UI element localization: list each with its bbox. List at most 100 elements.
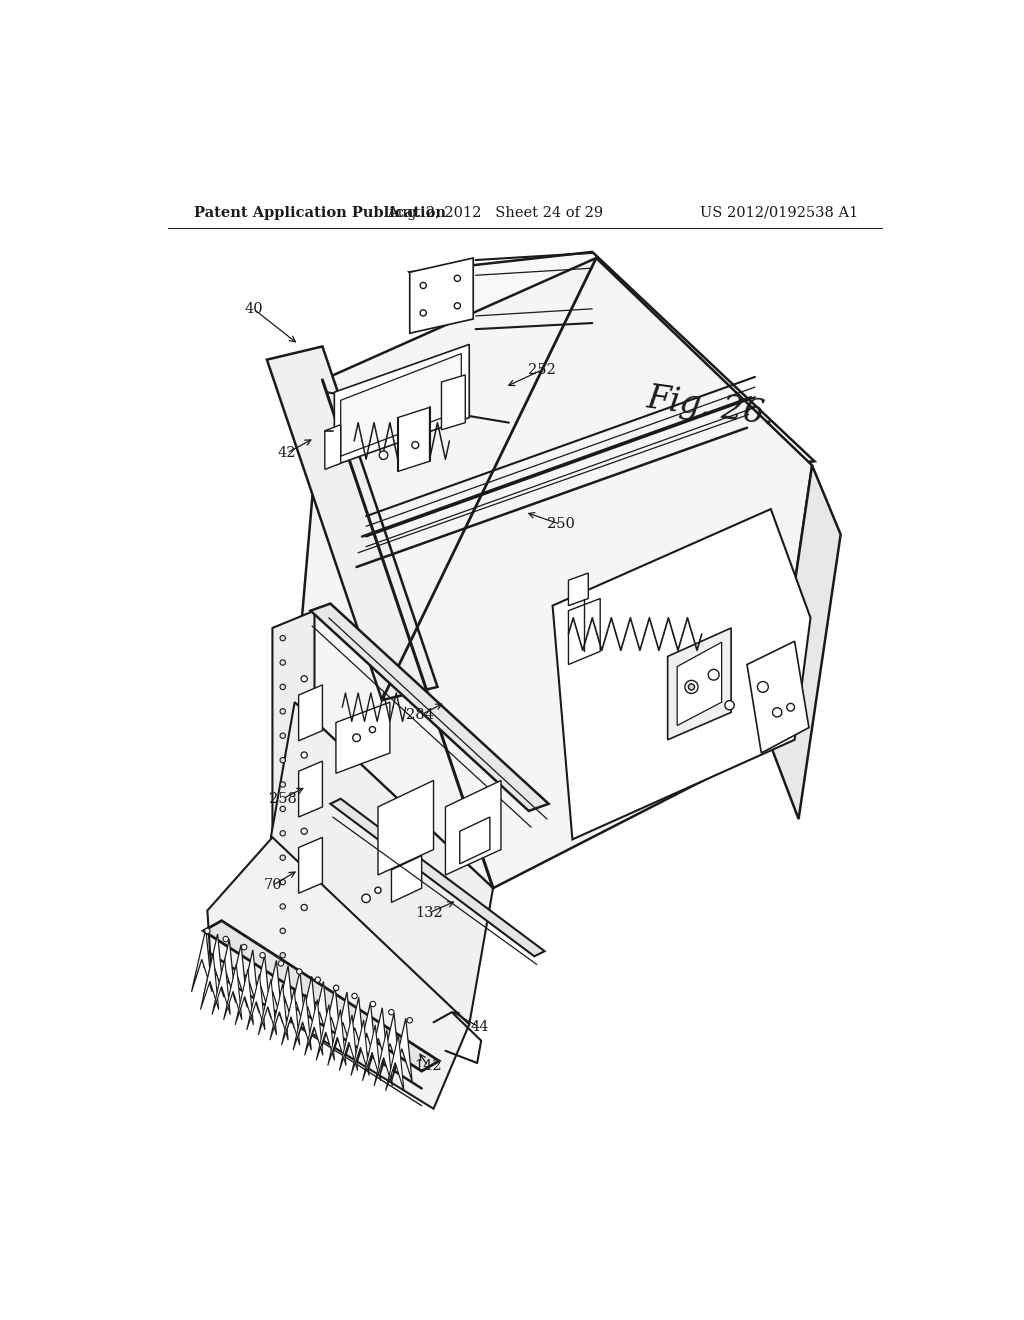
Polygon shape xyxy=(191,929,212,991)
Polygon shape xyxy=(386,1035,403,1090)
Circle shape xyxy=(407,1018,413,1023)
Circle shape xyxy=(280,758,286,763)
Circle shape xyxy=(242,944,247,950)
Text: 40: 40 xyxy=(244,302,263,315)
Circle shape xyxy=(280,830,286,836)
Polygon shape xyxy=(267,346,437,700)
Text: 44: 44 xyxy=(470,1020,488,1035)
Circle shape xyxy=(279,961,284,966)
Circle shape xyxy=(420,310,426,315)
Polygon shape xyxy=(368,1007,388,1071)
Circle shape xyxy=(786,704,795,711)
Circle shape xyxy=(280,660,286,665)
Text: 250: 250 xyxy=(547,517,574,532)
Circle shape xyxy=(420,282,426,289)
Polygon shape xyxy=(677,643,722,726)
Polygon shape xyxy=(321,987,342,1049)
Circle shape xyxy=(280,733,286,738)
Polygon shape xyxy=(310,603,549,810)
Circle shape xyxy=(301,752,307,758)
Polygon shape xyxy=(341,354,461,457)
Circle shape xyxy=(301,828,307,834)
Polygon shape xyxy=(212,958,230,1015)
Polygon shape xyxy=(334,345,469,466)
Polygon shape xyxy=(299,837,323,894)
Text: 284: 284 xyxy=(407,709,434,722)
Circle shape xyxy=(260,953,265,958)
Polygon shape xyxy=(410,252,814,482)
Polygon shape xyxy=(223,964,242,1020)
Circle shape xyxy=(685,680,698,693)
Polygon shape xyxy=(305,999,323,1056)
Polygon shape xyxy=(344,997,365,1060)
Circle shape xyxy=(280,781,286,787)
Polygon shape xyxy=(748,642,809,752)
Polygon shape xyxy=(339,1015,357,1071)
Polygon shape xyxy=(204,921,439,1071)
Polygon shape xyxy=(380,1012,400,1076)
Polygon shape xyxy=(207,837,469,1109)
Circle shape xyxy=(334,985,339,990)
Text: 142: 142 xyxy=(414,1059,441,1073)
Polygon shape xyxy=(299,762,323,817)
Polygon shape xyxy=(568,598,600,664)
Polygon shape xyxy=(309,982,330,1044)
Polygon shape xyxy=(286,972,306,1034)
Polygon shape xyxy=(282,989,300,1045)
Circle shape xyxy=(205,928,210,933)
Text: Patent Application Publication: Patent Application Publication xyxy=(194,206,445,219)
Circle shape xyxy=(361,894,371,903)
Polygon shape xyxy=(391,855,422,903)
Circle shape xyxy=(352,734,360,742)
Text: Fig. 26.: Fig. 26. xyxy=(645,383,777,432)
Polygon shape xyxy=(553,510,811,840)
Polygon shape xyxy=(331,799,545,956)
Circle shape xyxy=(280,684,286,689)
Polygon shape xyxy=(333,991,353,1055)
Polygon shape xyxy=(460,817,489,863)
Polygon shape xyxy=(351,1020,370,1076)
Circle shape xyxy=(297,969,302,974)
Polygon shape xyxy=(226,945,248,1007)
Circle shape xyxy=(280,807,286,812)
Polygon shape xyxy=(272,611,314,990)
Circle shape xyxy=(370,726,376,733)
Circle shape xyxy=(280,635,286,640)
Polygon shape xyxy=(201,954,219,1010)
Polygon shape xyxy=(397,408,430,471)
Text: 70: 70 xyxy=(264,878,283,892)
Polygon shape xyxy=(258,979,276,1035)
Polygon shape xyxy=(247,974,265,1030)
Polygon shape xyxy=(295,257,812,888)
Polygon shape xyxy=(299,685,323,741)
Circle shape xyxy=(280,879,286,884)
Circle shape xyxy=(379,451,388,459)
Circle shape xyxy=(223,936,228,941)
Circle shape xyxy=(688,684,694,690)
Circle shape xyxy=(280,928,286,933)
Polygon shape xyxy=(378,780,433,875)
Polygon shape xyxy=(445,780,501,875)
Text: 42: 42 xyxy=(278,446,296,461)
Polygon shape xyxy=(262,961,283,1023)
Polygon shape xyxy=(771,466,841,818)
Polygon shape xyxy=(239,950,259,1012)
Text: 258: 258 xyxy=(269,792,297,805)
Circle shape xyxy=(371,1002,376,1007)
Circle shape xyxy=(412,442,419,449)
Circle shape xyxy=(389,1010,394,1015)
Polygon shape xyxy=(270,985,288,1040)
Circle shape xyxy=(709,669,719,680)
Polygon shape xyxy=(203,935,224,997)
Polygon shape xyxy=(362,1024,381,1081)
Circle shape xyxy=(280,855,286,861)
Circle shape xyxy=(772,708,781,717)
Circle shape xyxy=(758,681,768,692)
Polygon shape xyxy=(316,1005,335,1060)
Circle shape xyxy=(315,977,321,982)
Circle shape xyxy=(280,709,286,714)
Polygon shape xyxy=(215,940,236,1002)
Polygon shape xyxy=(270,702,494,1024)
Polygon shape xyxy=(668,628,731,739)
Polygon shape xyxy=(391,1018,412,1081)
